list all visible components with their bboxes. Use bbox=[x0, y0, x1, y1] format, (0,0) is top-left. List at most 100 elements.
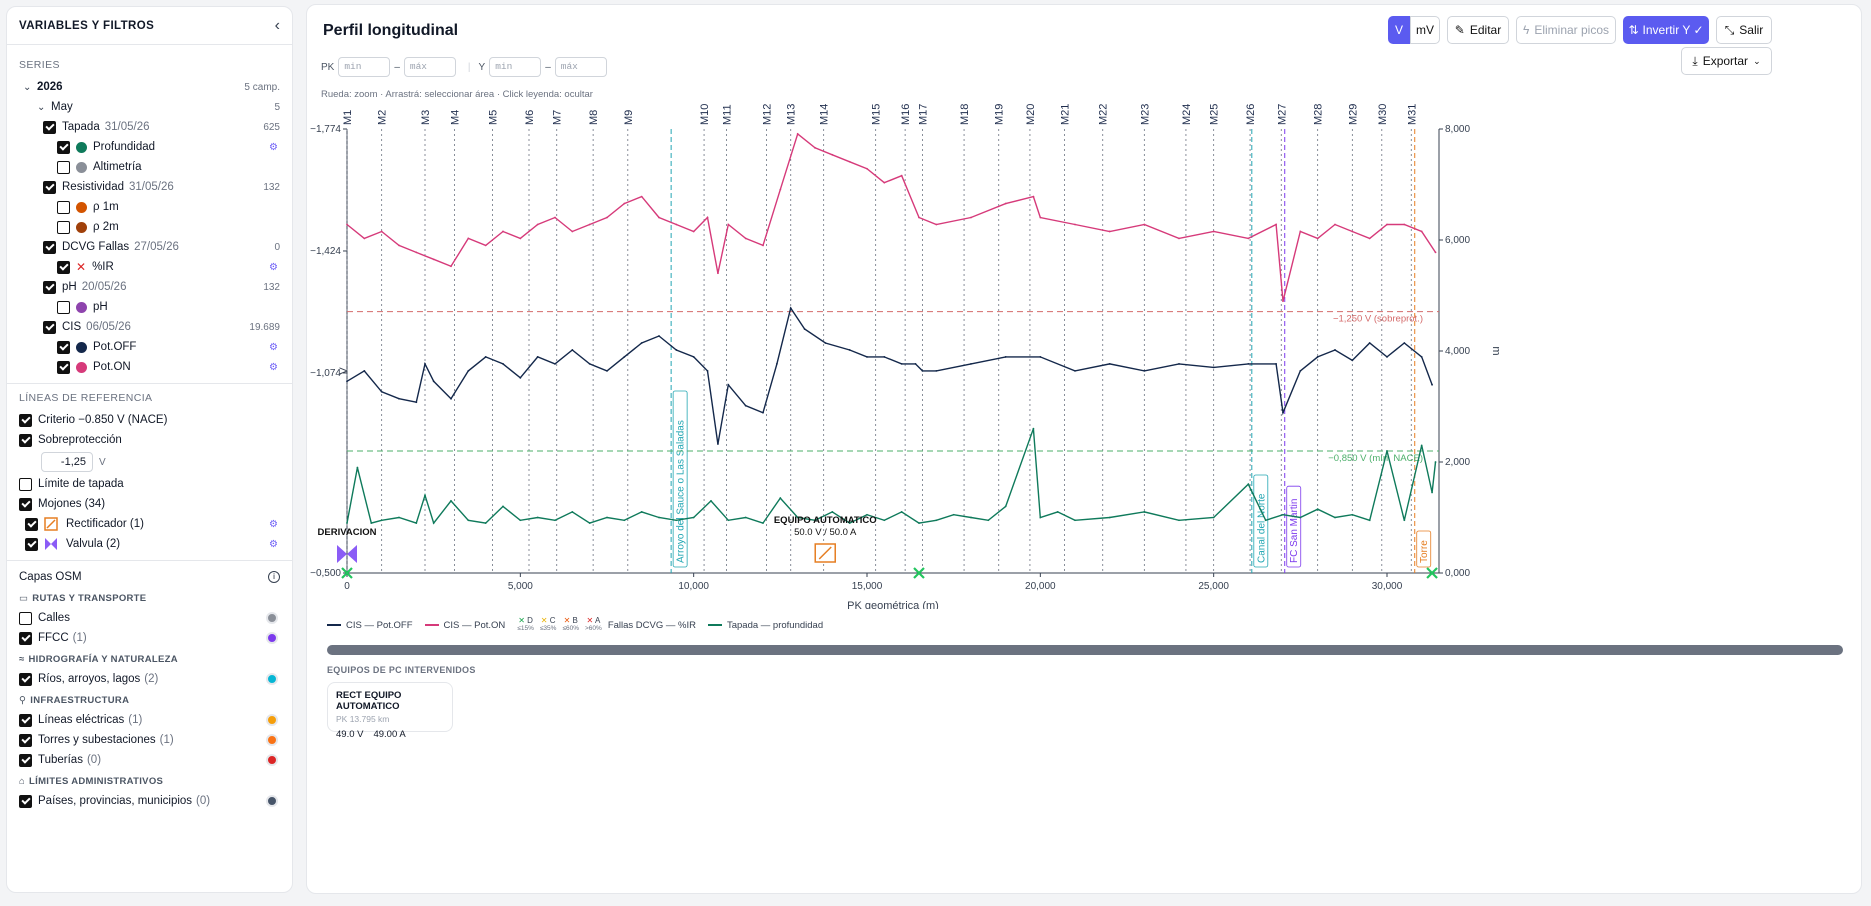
osm-layer-checkbox[interactable] bbox=[19, 733, 32, 747]
ref-criterio[interactable]: Criterio −0.850 V (NACE) bbox=[19, 410, 280, 430]
osm-layer-item[interactable]: Calles bbox=[19, 608, 280, 628]
group-checkbox[interactable] bbox=[43, 280, 56, 294]
layer-color-swatch[interactable] bbox=[266, 612, 278, 624]
legend-off[interactable]: CIS — Pot.OFF bbox=[327, 620, 413, 631]
osm-layer-item[interactable]: Torres y subestaciones (1) bbox=[19, 730, 280, 750]
salir-button[interactable]: ⤡ Salir bbox=[1716, 16, 1772, 44]
y-min-input[interactable]: min bbox=[489, 57, 542, 77]
osm-layer-item[interactable]: Países, provincias, municipios (0) bbox=[19, 791, 280, 811]
criterio-checkbox[interactable] bbox=[19, 413, 32, 427]
settings-icon[interactable]: ⚙ bbox=[269, 341, 278, 353]
group-checkbox[interactable] bbox=[43, 120, 56, 134]
valvula-icon[interactable] bbox=[337, 545, 347, 563]
sobreproteccion-checkbox[interactable] bbox=[19, 433, 32, 447]
series-item[interactable]: Profundidad ⚙ bbox=[57, 137, 280, 157]
group-date: 27/05/26 bbox=[134, 241, 179, 253]
legend-dcvg[interactable]: ✕ D ≤15% ✕ C ≤35% ✕ B ≤60% ✕ A >60% Fallas D… bbox=[517, 616, 696, 633]
sobreproteccion-input[interactable]: -1,25 bbox=[41, 452, 93, 472]
settings-icon[interactable]: ⚙ bbox=[269, 141, 278, 153]
osm-layer-item[interactable]: FFCC (1) bbox=[19, 628, 280, 648]
editar-button[interactable]: ✎ Editar bbox=[1447, 16, 1509, 44]
layer-color-swatch[interactable] bbox=[266, 714, 278, 726]
series-checkbox[interactable] bbox=[57, 160, 70, 174]
collapse-sidebar-icon[interactable]: ‹ bbox=[274, 16, 280, 34]
settings-icon[interactable]: ⚙ bbox=[269, 538, 278, 550]
settings-icon[interactable]: ⚙ bbox=[269, 518, 278, 530]
series-point bbox=[363, 369, 366, 372]
equipo-card[interactable]: RECT EQUIPO AUTOMATICO PK 13.795 km 49.0… bbox=[327, 682, 453, 740]
osm-layer-checkbox[interactable] bbox=[19, 753, 32, 767]
dcvg-mark-icon[interactable] bbox=[1426, 567, 1438, 579]
layer-color-swatch[interactable] bbox=[266, 673, 278, 685]
series-group-1[interactable]: Resistividad 31/05/26 132 bbox=[43, 177, 280, 197]
osm-layer-checkbox[interactable] bbox=[19, 631, 32, 645]
osm-layer-checkbox[interactable] bbox=[19, 672, 32, 686]
limite-checkbox[interactable] bbox=[19, 477, 32, 491]
series-line-1[interactable] bbox=[346, 132, 1437, 302]
osm-layer-checkbox[interactable] bbox=[19, 794, 32, 808]
series-checkbox[interactable] bbox=[57, 140, 70, 154]
series-checkbox[interactable] bbox=[57, 360, 70, 374]
unit-v-button[interactable]: V bbox=[1388, 16, 1410, 44]
ref-sobreproteccion[interactable]: Sobreprotección bbox=[19, 430, 280, 450]
series-item[interactable]: pH bbox=[57, 297, 280, 317]
layer-color-swatch[interactable] bbox=[266, 754, 278, 766]
settings-icon[interactable]: ⚙ bbox=[269, 361, 278, 373]
series-checkbox[interactable] bbox=[57, 300, 70, 314]
layer-color-swatch[interactable] bbox=[266, 734, 278, 746]
pk-min-input[interactable]: min bbox=[338, 57, 391, 77]
exportar-button[interactable]: ⤓ Exportar ⌄ bbox=[1681, 47, 1772, 75]
year-row[interactable]: ⌄ 2026 5 camp. bbox=[23, 77, 280, 97]
profile-chart[interactable]: 0 5,000 10,000 15,000 20,000 25,000 30,000 −1,7… bbox=[307, 103, 1862, 609]
unit-mv-button[interactable]: mV bbox=[1410, 16, 1440, 44]
ref-valvula[interactable]: Valvula (2) ⚙ bbox=[25, 534, 280, 554]
eliminar-picos-button[interactable]: ϟ Eliminar picos bbox=[1516, 16, 1616, 44]
series-group-0[interactable]: Tapada 31/05/26 625 bbox=[43, 117, 280, 137]
layer-color-swatch[interactable] bbox=[266, 632, 278, 644]
legend-on[interactable]: CIS — Pot.ON bbox=[424, 620, 505, 631]
dcvg-mark-icon[interactable] bbox=[341, 567, 353, 579]
series-group-2[interactable]: DCVG Fallas 27/05/26 0 bbox=[43, 237, 280, 257]
series-checkbox[interactable] bbox=[57, 220, 70, 234]
settings-icon[interactable]: ⚙ bbox=[269, 261, 278, 273]
series-checkbox[interactable] bbox=[57, 340, 70, 354]
osm-layer-checkbox[interactable] bbox=[19, 611, 32, 625]
chevron-down-icon[interactable]: ⌄ bbox=[23, 81, 32, 93]
month-row[interactable]: ⌄ May 5 bbox=[37, 97, 280, 117]
layer-color-swatch[interactable] bbox=[266, 795, 278, 807]
series-item[interactable]: Pot.OFF ⚙ bbox=[57, 337, 280, 357]
info-icon[interactable]: i bbox=[268, 571, 280, 583]
horizontal-scrollbar[interactable] bbox=[327, 645, 1843, 655]
valvula-checkbox[interactable] bbox=[25, 537, 38, 551]
dcvg-mark-icon[interactable] bbox=[913, 567, 925, 579]
osm-layer-item[interactable]: Tuberías (0) bbox=[19, 750, 280, 770]
osm-layer-item[interactable]: Ríos, arroyos, lagos (2) bbox=[19, 669, 280, 689]
rectificador-checkbox[interactable] bbox=[25, 517, 38, 531]
legend-tapada[interactable]: Tapada — profundidad bbox=[707, 620, 823, 631]
series-line-0[interactable] bbox=[346, 306, 1433, 445]
series-item[interactable]: ✕ %IR ⚙ bbox=[57, 257, 280, 277]
osm-layer-checkbox[interactable] bbox=[19, 713, 32, 727]
group-checkbox[interactable] bbox=[43, 320, 56, 334]
mojones-checkbox[interactable] bbox=[19, 497, 32, 511]
ref-rectificador[interactable]: Rectificador (1) ⚙ bbox=[25, 514, 280, 534]
series-line-2[interactable] bbox=[346, 428, 1437, 525]
series-checkbox[interactable] bbox=[57, 260, 70, 274]
series-item[interactable]: ρ 1m bbox=[57, 197, 280, 217]
pk-max-input[interactable]: máx bbox=[403, 57, 456, 77]
series-checkbox[interactable] bbox=[57, 200, 70, 214]
series-item[interactable]: Altimetría bbox=[57, 157, 280, 177]
series-group-3[interactable]: pH 20/05/26 132 bbox=[43, 277, 280, 297]
y-max-input[interactable]: máx bbox=[554, 57, 607, 77]
chevron-down-icon[interactable]: ⌄ bbox=[37, 101, 46, 113]
series-item[interactable]: ρ 2m bbox=[57, 217, 280, 237]
ref-limite[interactable]: Límite de tapada bbox=[19, 474, 280, 494]
group-checkbox[interactable] bbox=[43, 180, 56, 194]
valvula-icon[interactable] bbox=[347, 545, 357, 563]
group-checkbox[interactable] bbox=[43, 240, 56, 254]
series-item[interactable]: Pot.ON ⚙ bbox=[57, 357, 280, 377]
series-group-4[interactable]: CIS 06/05/26 19.689 bbox=[43, 317, 280, 337]
osm-layer-item[interactable]: Líneas eléctricas (1) bbox=[19, 710, 280, 730]
invertir-y-button[interactable]: ⇅ Invertir Y ✓ bbox=[1623, 16, 1709, 44]
ref-mojones[interactable]: Mojones (34) bbox=[19, 494, 280, 514]
